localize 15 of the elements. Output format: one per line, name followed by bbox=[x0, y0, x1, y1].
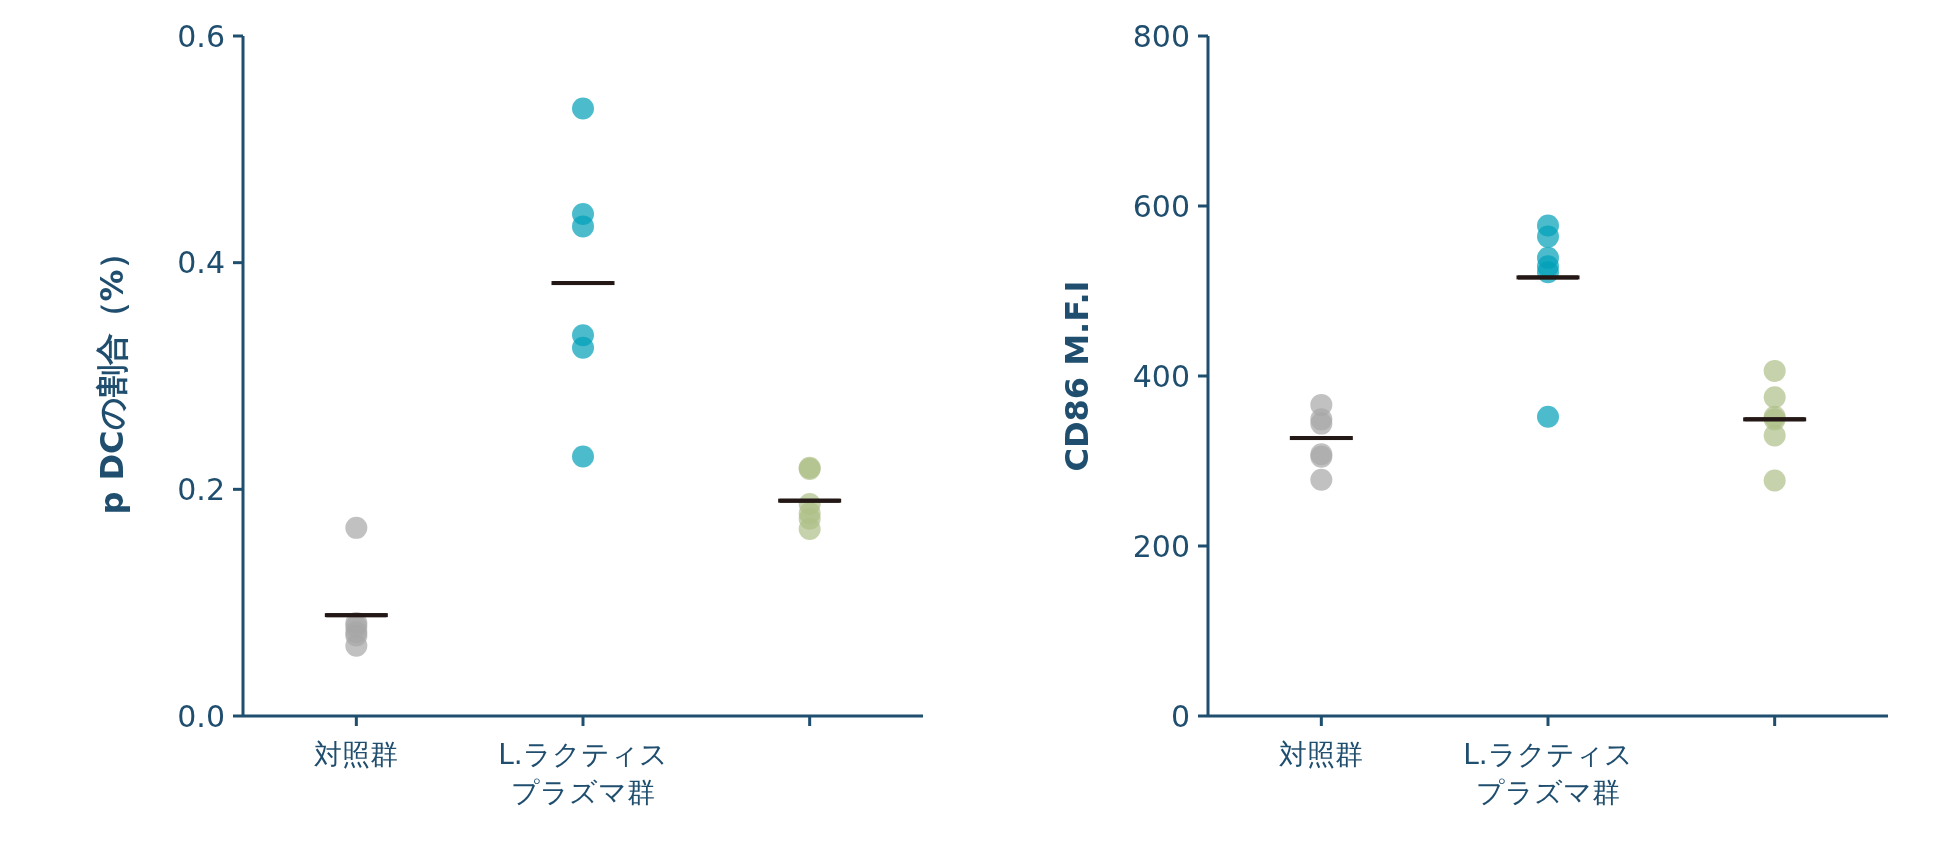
y-tick-label: 0.4 bbox=[177, 245, 225, 281]
y-axis-title: p DCの割合（%） bbox=[93, 237, 131, 515]
y-tick-label: 0.2 bbox=[177, 471, 225, 507]
y-tick-label: 800 bbox=[1132, 18, 1190, 54]
y-tick-label: 0.0 bbox=[177, 698, 225, 734]
x-tick-label: L.ラクティスプラズマ群 bbox=[498, 738, 668, 809]
y-axis-title: CD86 M.F.I bbox=[1058, 280, 1096, 472]
y-tick-label: 0 bbox=[1170, 698, 1190, 734]
y-tick-label: 400 bbox=[1132, 358, 1190, 394]
x-tick-label: 対照群 bbox=[314, 738, 399, 771]
x-tick-label: L.ラクティスプラズマ群 bbox=[1463, 738, 1633, 809]
y-tick-label: 200 bbox=[1132, 528, 1190, 564]
y-tick-label: 0.6 bbox=[177, 18, 225, 54]
x-tick-label: 対照群 bbox=[1279, 738, 1364, 771]
y-tick-label: 600 bbox=[1132, 188, 1190, 224]
